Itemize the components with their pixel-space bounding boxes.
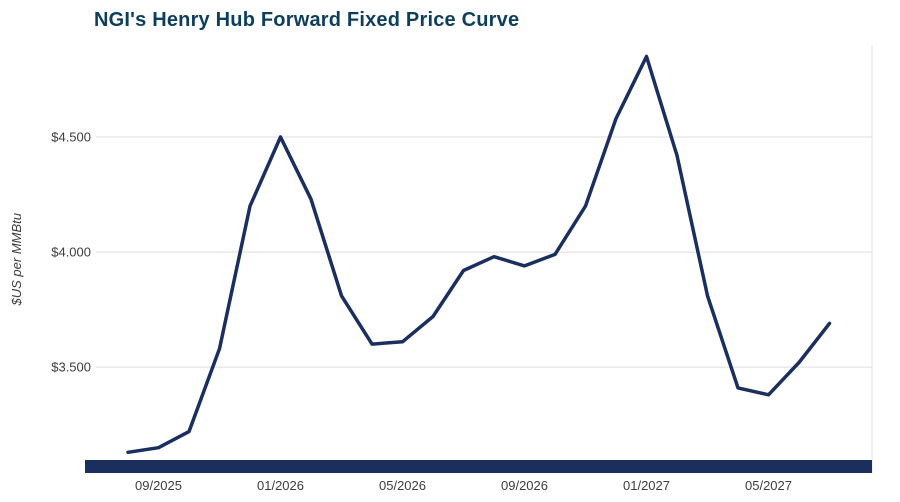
x-tick-label: 05/2027 (745, 478, 792, 493)
x-tick-label: 01/2026 (257, 478, 304, 493)
y-tick-label: $4.500 (51, 130, 91, 145)
chart-title: NGI's Henry Hub Forward Fixed Price Curv… (94, 9, 520, 31)
y-tick-label: $3.500 (51, 360, 91, 375)
price-line (126, 54, 832, 455)
x-axis-band (85, 460, 872, 473)
x-tick-label: 09/2025 (135, 478, 182, 493)
x-tick-label: 05/2026 (379, 478, 426, 493)
x-tick-label: 09/2026 (501, 478, 548, 493)
x-tick-label: 01/2027 (623, 478, 670, 493)
y-tick-label: $4.000 (51, 245, 91, 260)
